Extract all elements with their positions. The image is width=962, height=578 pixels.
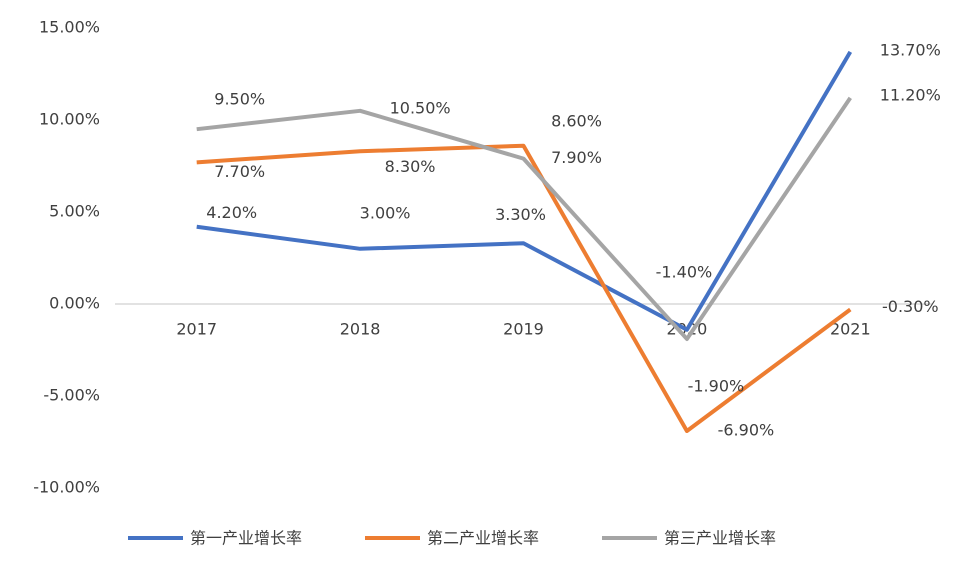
data-label: 4.20% <box>206 203 257 222</box>
legend-label: 第一产业增长率 <box>190 529 302 548</box>
y-tick-label: -10.00% <box>33 478 100 497</box>
series-line <box>196 143 852 433</box>
data-label: -1.90% <box>688 376 745 395</box>
data-label: -6.90% <box>718 420 775 439</box>
x-tick-label: 2018 <box>340 320 381 339</box>
legend-label: 第二产业增长率 <box>427 529 539 548</box>
y-tick-label: 10.00% <box>39 110 100 129</box>
legend-label: 第三产业增长率 <box>664 529 776 548</box>
data-label: 7.70% <box>214 162 265 181</box>
y-tick-label: 15.00% <box>39 18 100 37</box>
data-label: 11.20% <box>880 85 941 104</box>
data-label: -0.30% <box>882 297 939 316</box>
data-label: 3.30% <box>495 205 546 224</box>
data-label: 9.50% <box>214 90 265 109</box>
data-label: 3.00% <box>360 203 411 222</box>
x-tick-label: 2017 <box>176 320 217 339</box>
data-label: 13.70% <box>880 40 941 59</box>
series-line <box>196 50 853 332</box>
data-label: 7.90% <box>551 148 602 167</box>
y-tick-label: 0.00% <box>49 294 100 313</box>
y-tick-label: 5.00% <box>49 202 100 221</box>
data-label: 8.60% <box>551 111 602 130</box>
data-label: -1.40% <box>656 262 713 281</box>
series-line <box>196 96 852 341</box>
y-tick-label: -5.00% <box>43 386 100 405</box>
x-tick-label: 2021 <box>830 320 871 339</box>
data-label: 8.30% <box>385 157 436 176</box>
data-label: 10.50% <box>390 98 451 117</box>
x-tick-label: 2019 <box>503 320 544 339</box>
